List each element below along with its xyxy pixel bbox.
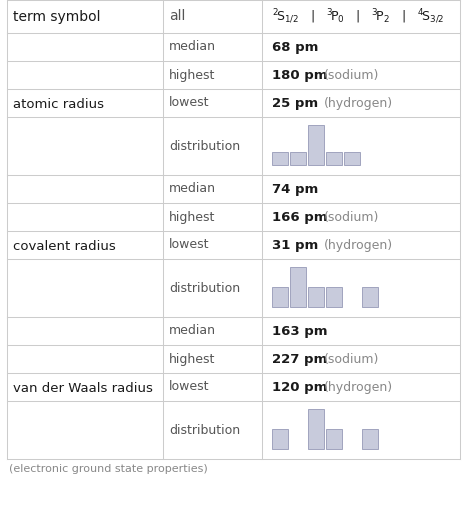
Text: $^2\!\mathrm{S}_{1/2}$   |   $^3\!\mathrm{P}_0$   |   $^3\!\mathrm{P}_2$   |   $: $^2\!\mathrm{S}_{1/2}$ | $^3\!\mathrm{P}… [272, 7, 444, 26]
Text: highest: highest [169, 353, 215, 365]
Text: distribution: distribution [169, 424, 240, 436]
Text: term symbol: term symbol [13, 10, 100, 24]
Text: highest: highest [169, 68, 215, 81]
Text: 180 pm: 180 pm [272, 68, 327, 81]
Bar [362, 287, 378, 307]
Bar [272, 152, 288, 165]
Text: 166 pm: 166 pm [272, 211, 327, 223]
Bar [308, 125, 324, 165]
Text: 25 pm: 25 pm [272, 97, 318, 109]
Text: median: median [169, 182, 216, 196]
Text: distribution: distribution [169, 282, 240, 294]
Text: 227 pm: 227 pm [272, 353, 327, 365]
Bar [272, 287, 288, 307]
Text: (sodium): (sodium) [324, 353, 379, 365]
Bar [308, 409, 324, 449]
Bar [344, 152, 360, 165]
Text: median: median [169, 40, 216, 54]
Text: (electronic ground state properties): (electronic ground state properties) [9, 464, 208, 474]
Text: 163 pm: 163 pm [272, 324, 327, 337]
Bar [326, 287, 342, 307]
Text: distribution: distribution [169, 140, 240, 152]
Text: highest: highest [169, 211, 215, 223]
Text: (sodium): (sodium) [324, 68, 379, 81]
Bar [308, 287, 324, 307]
Bar [362, 429, 378, 449]
Bar [290, 267, 306, 307]
Text: covalent radius: covalent radius [13, 240, 116, 252]
Text: 68 pm: 68 pm [272, 40, 318, 54]
Text: 120 pm: 120 pm [272, 381, 327, 393]
Bar [272, 429, 288, 449]
Text: atomic radius: atomic radius [13, 98, 104, 110]
Text: (hydrogen): (hydrogen) [324, 97, 393, 109]
Text: 31 pm: 31 pm [272, 239, 318, 251]
Text: (sodium): (sodium) [324, 211, 379, 223]
Text: (hydrogen): (hydrogen) [324, 239, 393, 251]
Text: (hydrogen): (hydrogen) [324, 381, 393, 393]
Text: lowest: lowest [169, 381, 210, 393]
Text: van der Waals radius: van der Waals radius [13, 382, 153, 394]
Bar [290, 152, 306, 165]
Text: 74 pm: 74 pm [272, 182, 318, 196]
Bar [326, 152, 342, 165]
Text: all: all [169, 10, 185, 24]
Bar [326, 429, 342, 449]
Text: median: median [169, 324, 216, 337]
Text: lowest: lowest [169, 239, 210, 251]
Text: lowest: lowest [169, 97, 210, 109]
